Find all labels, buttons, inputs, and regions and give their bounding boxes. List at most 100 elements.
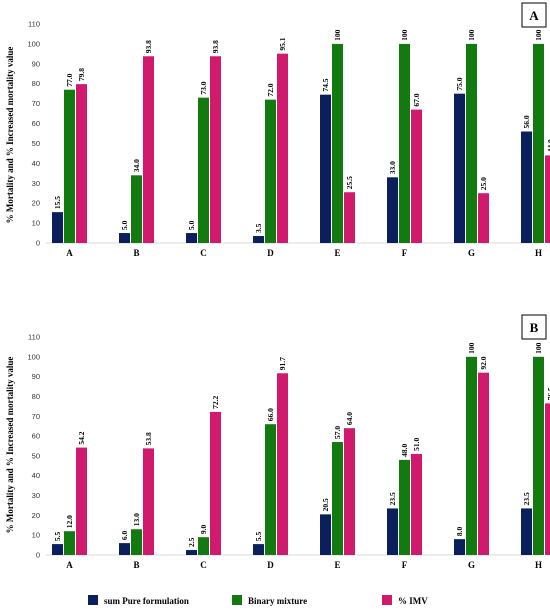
- y-tick-label: 50: [32, 139, 40, 148]
- data-label: 5.5: [254, 531, 263, 541]
- data-label: 51.0: [412, 438, 421, 451]
- y-tick-label: 110: [28, 20, 40, 29]
- y-tick-label: 90: [32, 59, 40, 68]
- x-tick-label: E: [334, 248, 340, 258]
- bar: [478, 372, 489, 555]
- data-label: 57.0: [333, 426, 342, 439]
- x-tick-label: D: [267, 560, 274, 570]
- data-label: 93.8: [211, 40, 220, 53]
- bar: [143, 56, 154, 243]
- data-label: 12.0: [65, 515, 74, 528]
- bar: [186, 233, 197, 243]
- y-tick-label: 70: [32, 99, 40, 108]
- data-label: 5.5: [53, 531, 62, 541]
- data-label: 91.7: [278, 357, 287, 370]
- data-label: 5.0: [120, 220, 129, 230]
- data-label: 20.5: [321, 498, 330, 511]
- x-tick-label: B: [133, 560, 139, 570]
- legend-swatch: [88, 595, 98, 605]
- bar: [52, 212, 63, 243]
- y-axis-label: % Mortality and % Increased mortality va…: [5, 47, 15, 224]
- data-label: 72.0: [266, 83, 275, 96]
- x-tick-label: A: [66, 248, 73, 258]
- bar: [253, 544, 264, 555]
- bar: [198, 537, 209, 555]
- x-tick-label: D: [267, 248, 274, 258]
- data-label: 34.0: [132, 159, 141, 172]
- bar: [454, 93, 465, 243]
- bar: [210, 411, 221, 555]
- data-label: 53.8: [144, 432, 153, 445]
- y-tick-label: 20: [32, 199, 40, 208]
- bar: [466, 43, 477, 244]
- data-label: 100: [467, 342, 476, 354]
- data-label: 48.0: [400, 443, 409, 456]
- x-tick-label: G: [468, 560, 475, 570]
- x-tick-label: B: [133, 248, 139, 258]
- legend-label: sum Pure formulation: [104, 596, 189, 606]
- y-tick-label: 60: [32, 119, 40, 128]
- y-tick-label: 80: [32, 392, 40, 401]
- y-tick-label: 110: [28, 333, 40, 342]
- y-tick-label: 10: [32, 531, 40, 540]
- bar: [399, 43, 410, 244]
- data-label: 33.0: [388, 161, 397, 174]
- x-tick-label: G: [468, 248, 475, 258]
- y-tick-label: 60: [32, 432, 40, 441]
- legend-label: Binary mixture: [248, 596, 307, 606]
- data-label: 100: [534, 342, 543, 354]
- bar: [143, 448, 154, 555]
- y-tick-label: 40: [32, 159, 40, 168]
- y-tick-label: 90: [32, 372, 40, 381]
- bar: [411, 109, 422, 243]
- bar: [545, 155, 550, 243]
- panel-b-chart: 0 10 20 30 40 50 60 70 80 90 100 110 % Mortality and…: [5, 314, 550, 570]
- bar: [387, 508, 398, 555]
- y-tick-label: 100: [27, 39, 40, 48]
- data-label: 13.0: [132, 513, 141, 526]
- data-label: 5.0: [187, 220, 196, 230]
- bar: [64, 89, 75, 243]
- data-label: 9.0: [199, 525, 208, 535]
- bar: [265, 424, 276, 555]
- bar: [277, 53, 288, 243]
- bar: [52, 544, 63, 555]
- bar: [253, 236, 264, 243]
- data-label: 76.5: [546, 387, 550, 400]
- y-tick-label: 40: [32, 471, 40, 480]
- x-tick-label: H: [535, 248, 542, 258]
- legend-label: % IMV: [398, 596, 428, 606]
- bar: [521, 508, 532, 555]
- data-label: 73.0: [199, 81, 208, 94]
- bar: [320, 94, 331, 243]
- bar: [277, 373, 288, 555]
- x-tick-label: H: [535, 560, 542, 570]
- x-tick-label: A: [66, 560, 73, 570]
- bar: [399, 459, 410, 555]
- bar: [545, 403, 550, 555]
- data-label: 92.0: [479, 356, 488, 369]
- bar: [119, 233, 130, 243]
- data-label: 75.0: [455, 77, 464, 90]
- data-label: 67.0: [412, 93, 421, 106]
- data-label: 100: [400, 29, 409, 41]
- data-label: 74.5: [321, 78, 330, 91]
- bar: [64, 531, 75, 555]
- y-tick-label: 0: [36, 551, 40, 560]
- bar: [344, 428, 355, 555]
- bar: [387, 177, 398, 243]
- data-label: 56.0: [522, 115, 531, 128]
- bar: [210, 56, 221, 243]
- panel-a-chart: 0 10 20 30 40 50 60 70 80 90 100 110 % Mortality and…: [5, 2, 550, 258]
- bar: [198, 97, 209, 243]
- data-label: 23.5: [388, 492, 397, 505]
- bar: [466, 356, 477, 555]
- legend-swatch: [232, 595, 242, 605]
- data-label: 79.8: [77, 68, 86, 81]
- data-label: 23.5: [522, 492, 531, 505]
- bar: [131, 529, 142, 555]
- bar: [411, 453, 422, 555]
- bar: [454, 539, 465, 555]
- y-tick-label: 80: [32, 79, 40, 88]
- data-label: 66.0: [266, 408, 275, 421]
